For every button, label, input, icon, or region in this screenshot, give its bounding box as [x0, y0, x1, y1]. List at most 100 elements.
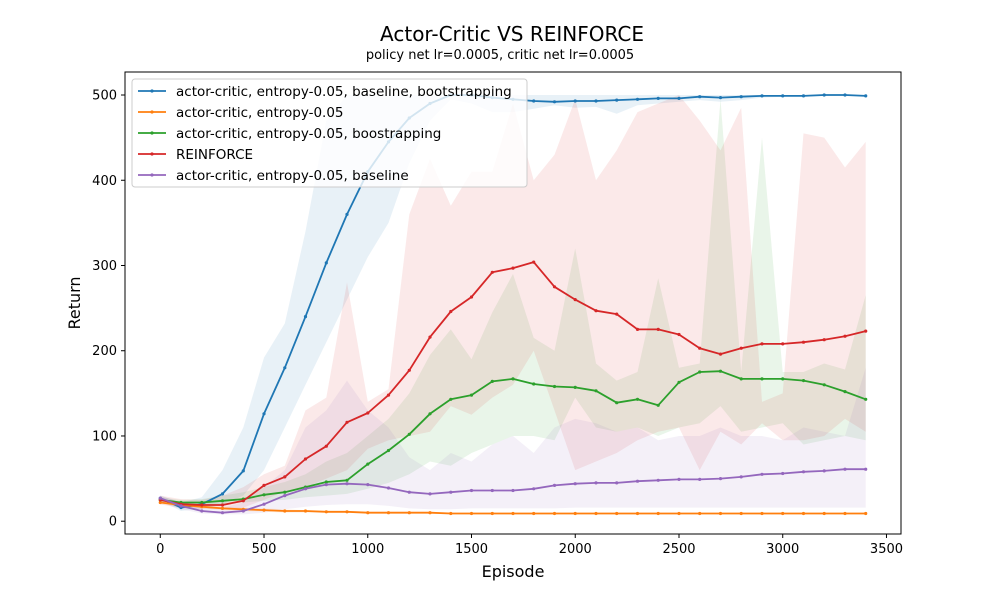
data-point	[635, 327, 640, 331]
data-point	[718, 369, 723, 373]
data-point	[573, 298, 577, 302]
data-point	[532, 260, 536, 264]
data-point	[801, 94, 806, 98]
plot-frame	[124, 71, 902, 535]
y-tick-label: 400	[92, 174, 117, 189]
data-point	[677, 511, 681, 516]
data-point	[843, 334, 847, 338]
data-point	[366, 462, 370, 466]
x-tick-label: 2000	[559, 542, 592, 557]
data-point	[594, 99, 598, 103]
data-point	[698, 95, 702, 99]
data-point	[345, 478, 349, 482]
data-point	[158, 500, 162, 505]
legend-marker	[150, 173, 154, 177]
data-point	[490, 379, 494, 383]
data-point	[656, 327, 660, 331]
data-point	[220, 492, 225, 496]
data-point	[283, 494, 287, 498]
data-point	[635, 511, 640, 516]
data-point	[324, 510, 328, 514]
data-point	[469, 295, 474, 299]
data-point	[739, 475, 743, 479]
data-point	[801, 379, 806, 383]
data-point	[677, 96, 681, 100]
data-point	[386, 486, 391, 490]
data-point	[220, 503, 225, 507]
data-point	[283, 475, 287, 479]
data-point	[511, 488, 515, 493]
data-point	[532, 511, 536, 516]
x-tick-label: 1500	[455, 542, 488, 557]
data-point	[220, 511, 225, 515]
data-point	[718, 511, 723, 516]
data-point	[449, 511, 453, 516]
data-point	[407, 511, 411, 515]
data-point	[532, 487, 536, 491]
data-point	[615, 401, 619, 405]
data-point	[864, 94, 868, 98]
legend-label: actor-critic, entropy-0.05	[176, 105, 344, 121]
data-point	[345, 420, 349, 424]
data-point	[864, 511, 868, 516]
data-point	[469, 488, 474, 493]
legend-marker	[150, 89, 154, 93]
data-point	[594, 481, 598, 485]
data-point	[428, 412, 432, 416]
data-point	[490, 511, 494, 516]
legend-marker	[150, 131, 154, 135]
data-point	[739, 377, 743, 381]
data-point	[760, 511, 764, 516]
data-point	[698, 477, 702, 481]
data-point	[594, 511, 598, 516]
data-point	[864, 329, 868, 333]
data-point	[241, 509, 245, 513]
data-point	[283, 509, 287, 513]
data-point	[635, 479, 640, 483]
data-point	[656, 511, 660, 516]
data-point	[449, 397, 453, 401]
data-point	[428, 492, 432, 496]
legend: actor-critic, entropy-0.05, baseline, bo…	[131, 78, 528, 188]
legend-marker	[150, 110, 154, 114]
data-point	[843, 467, 847, 471]
band-series-4	[160, 367, 866, 515]
confidence-bands	[160, 95, 866, 515]
legend-label: actor-critic, entropy-0.05, boostrapping	[176, 126, 441, 142]
data-point	[179, 504, 183, 508]
data-point	[345, 212, 349, 216]
x-tick-label: 3500	[870, 542, 903, 557]
data-point	[407, 490, 411, 494]
data-point	[200, 509, 204, 513]
data-point	[552, 285, 557, 289]
data-point	[843, 511, 847, 516]
data-point	[698, 511, 702, 516]
data-point	[200, 503, 204, 507]
data-point	[241, 499, 245, 503]
data-point	[864, 397, 868, 401]
data-point	[822, 93, 826, 97]
data-point	[283, 490, 287, 494]
data-point	[552, 511, 557, 516]
data-point	[822, 383, 826, 387]
x-tick-label: 2500	[662, 542, 695, 557]
data-point	[324, 261, 328, 265]
data-point	[552, 100, 557, 104]
data-point	[739, 346, 743, 350]
data-point	[407, 432, 411, 436]
data-point	[573, 482, 577, 486]
band-series-0	[160, 95, 866, 511]
legend-label: actor-critic, entropy-0.05, baseline	[176, 168, 409, 184]
data-point	[262, 508, 266, 512]
data-point	[552, 483, 557, 487]
data-point	[386, 448, 391, 453]
data-point	[822, 511, 826, 516]
data-point	[469, 393, 474, 397]
data-point	[324, 483, 328, 487]
data-point	[843, 390, 847, 394]
data-point	[469, 511, 474, 516]
legend-marker	[150, 152, 154, 156]
data-point	[677, 380, 681, 384]
chart-title: Actor-Critic VS REINFORCE	[380, 22, 644, 46]
